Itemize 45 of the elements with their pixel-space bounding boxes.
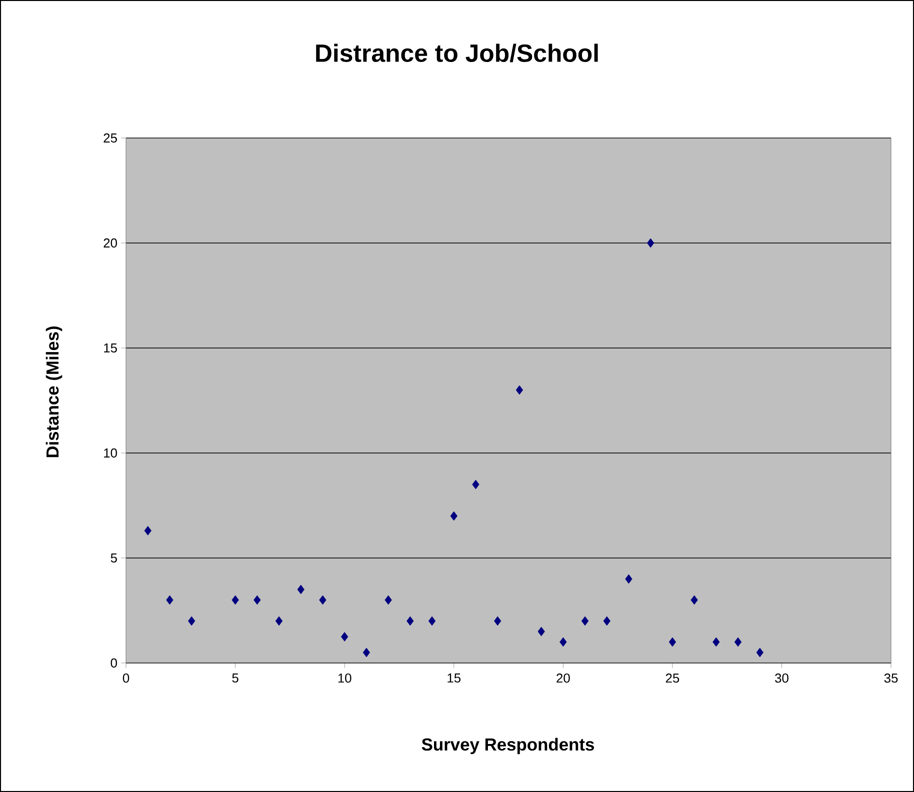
point xyxy=(406,616,414,626)
point xyxy=(516,385,524,395)
point xyxy=(668,637,676,647)
point xyxy=(625,574,632,584)
point xyxy=(560,637,567,647)
point xyxy=(428,616,436,626)
point xyxy=(232,595,239,605)
point xyxy=(319,595,326,605)
y-tick-label: 20 xyxy=(104,238,117,248)
x-tick-label: 15 xyxy=(448,674,461,683)
x-tick-label: 5 xyxy=(232,674,238,683)
y-tick-label: 5 xyxy=(110,553,117,562)
x-tick-label: 20 xyxy=(556,674,570,683)
point xyxy=(384,595,392,605)
x-tick-label: 25 xyxy=(666,674,680,683)
point xyxy=(362,648,370,658)
y-tick-label: 0 xyxy=(110,658,117,668)
y-tick-label: 15 xyxy=(104,343,117,352)
x-tick-label: 30 xyxy=(775,674,788,683)
x-axis-title: Survey Respondents xyxy=(422,738,594,754)
y-tick-label: 10 xyxy=(104,448,117,458)
point xyxy=(341,632,348,642)
point xyxy=(188,616,196,626)
point xyxy=(603,616,610,626)
y-axis-title: Distance (Miles) xyxy=(46,326,62,458)
point xyxy=(494,616,502,626)
point xyxy=(712,637,720,647)
chart-title: Distrance to Job/School xyxy=(316,44,598,62)
x-tick-label: 10 xyxy=(338,674,352,683)
point xyxy=(690,595,698,605)
point xyxy=(297,584,304,594)
point xyxy=(275,616,283,626)
point xyxy=(581,616,589,626)
point xyxy=(756,648,764,658)
y-tick-label: 25 xyxy=(104,133,117,143)
x-tick-label: 35 xyxy=(884,674,898,683)
point xyxy=(538,626,545,636)
point xyxy=(472,480,480,490)
point xyxy=(144,526,152,536)
point xyxy=(254,595,261,605)
point xyxy=(734,637,742,647)
point xyxy=(166,595,174,605)
point xyxy=(450,511,458,521)
point xyxy=(647,238,654,248)
x-tick-label: 0 xyxy=(122,674,130,683)
